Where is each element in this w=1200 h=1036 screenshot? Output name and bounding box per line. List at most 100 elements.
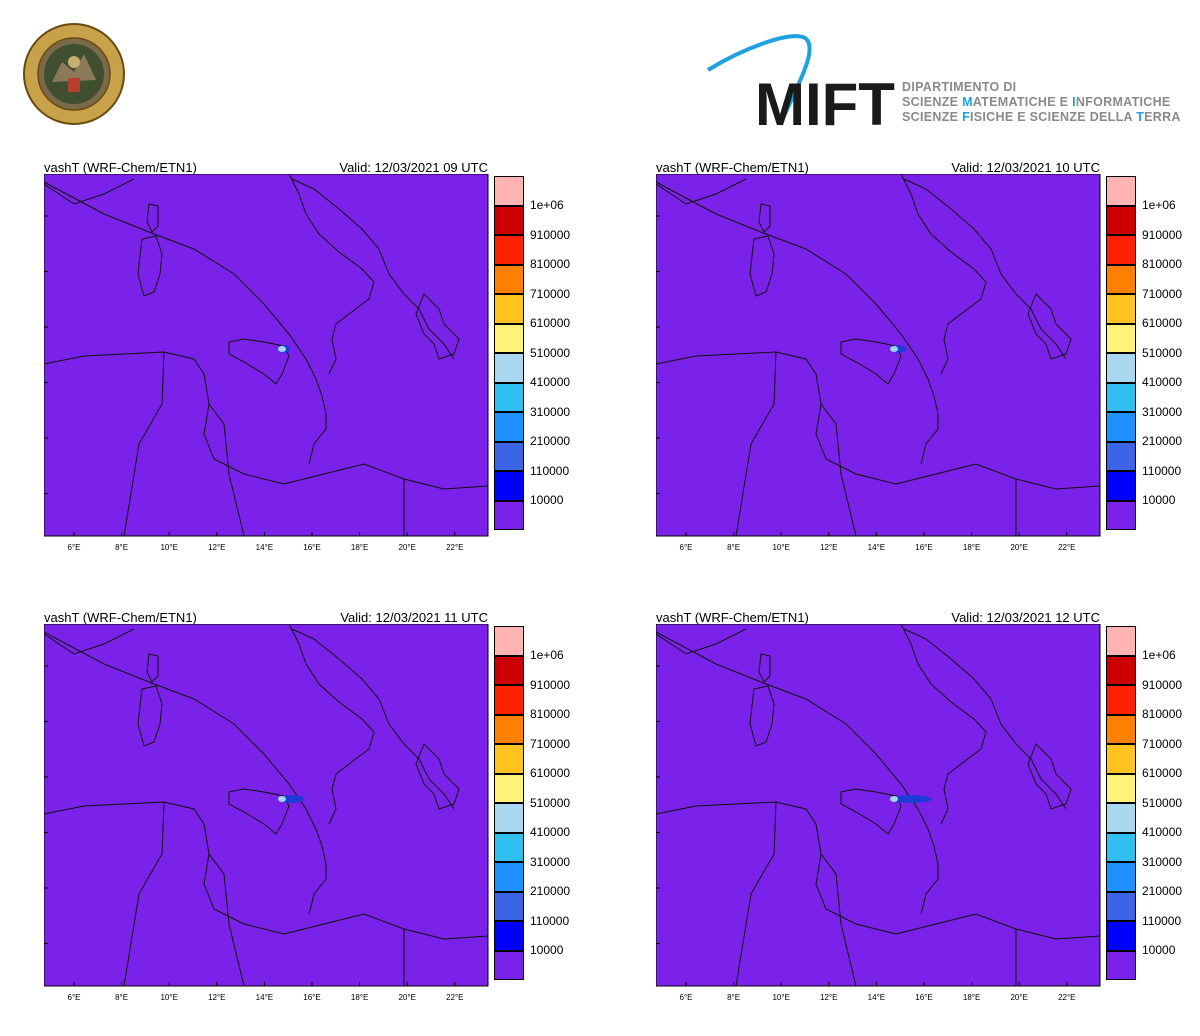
colorbar-swatch xyxy=(1106,773,1136,803)
coastline-path xyxy=(44,351,489,490)
coastline-path xyxy=(123,351,165,537)
lon-tick-label: 22°E xyxy=(1058,543,1075,552)
colorbar-label: 410000 xyxy=(530,375,571,389)
lon-tick-label: 6°E xyxy=(680,993,693,1002)
coastline-path xyxy=(820,853,857,987)
colorbar-label: 410000 xyxy=(1142,375,1183,389)
colorbar-label: 910000 xyxy=(1142,677,1183,692)
coastline-path xyxy=(656,801,1101,940)
colorbar-label: 1e+06 xyxy=(1142,648,1176,662)
colorbar-label: 810000 xyxy=(1142,707,1183,721)
colorbar-label: 510000 xyxy=(530,795,571,810)
coastline-path xyxy=(656,351,1101,490)
colorbar-swatch xyxy=(1106,803,1136,833)
colorbar-label: 710000 xyxy=(1142,736,1183,751)
colorbar-swatch xyxy=(494,626,524,656)
colorbar-label: 510000 xyxy=(1142,795,1183,810)
coastline-path xyxy=(137,685,163,747)
colorbar-label: 710000 xyxy=(1142,286,1183,301)
lon-tick-label: 8°E xyxy=(115,993,128,1002)
coastline-path xyxy=(1027,743,1072,810)
colorbar-label: 610000 xyxy=(1142,316,1183,330)
colorbar-label: 510000 xyxy=(530,345,571,360)
lon-tick-label: 20°E xyxy=(1010,993,1027,1002)
lon-tick-label: 12°E xyxy=(208,993,225,1002)
colorbar-label: 110000 xyxy=(530,463,570,478)
lon-tick-label: 16°E xyxy=(915,993,932,1002)
colorbar-label: 1e+06 xyxy=(530,648,564,662)
lon-tick-label: 6°E xyxy=(68,993,81,1002)
coastline-path xyxy=(749,685,775,747)
lon-tick-label: 10°E xyxy=(160,543,177,552)
colorbar-swatch xyxy=(494,500,524,530)
coastline-path xyxy=(758,653,771,683)
coastline-path xyxy=(656,628,747,655)
coastline-path xyxy=(415,293,460,360)
colorbar-label: 310000 xyxy=(1142,404,1183,419)
mift-line-1: DIPARTIMENTO DI xyxy=(902,80,1017,94)
colorbar-swatch xyxy=(1106,626,1136,656)
colorbar-swatch xyxy=(494,412,524,442)
lon-tick-label: 18°E xyxy=(351,543,368,552)
coastline-path xyxy=(44,178,135,205)
panel-valid-time: Valid: 12/03/2021 12 UTC xyxy=(951,610,1100,625)
lon-tick-label: 16°E xyxy=(303,993,320,1002)
colorbar-label: 10000 xyxy=(1142,493,1176,507)
colorbar-label: 110000 xyxy=(1142,913,1182,928)
lon-tick-label: 12°E xyxy=(820,543,837,552)
colorbar-swatch xyxy=(494,382,524,412)
colorbar-label: 1e+06 xyxy=(1142,198,1176,212)
colorbar-swatch xyxy=(1106,294,1136,324)
lon-tick-label: 22°E xyxy=(446,993,463,1002)
colorbar-swatch xyxy=(494,235,524,265)
colorbar-label: 1e+06 xyxy=(530,198,564,212)
colorbar-swatch xyxy=(494,655,524,685)
colorbar-label: 610000 xyxy=(530,766,571,780)
map-panel-10-utc: vashT (WRF-Chem/ETN1) Valid: 12/03/2021 1… xyxy=(656,160,1200,580)
lon-tick-label: 14°E xyxy=(868,993,885,1002)
lon-tick-label: 8°E xyxy=(727,993,740,1002)
colorbar-label: 810000 xyxy=(1142,257,1183,271)
coastline-path xyxy=(228,788,290,835)
colorbar-swatch xyxy=(1106,862,1136,892)
colorbar-swatch xyxy=(494,891,524,921)
colorbar-label: 510000 xyxy=(1142,345,1183,360)
panel-valid-time: Valid: 12/03/2021 11 UTC xyxy=(340,610,488,625)
colorbar-swatch xyxy=(494,471,524,501)
colorbar-swatch xyxy=(1106,323,1136,353)
map-plot: 42°N40°N38°N36°N34°N32°N6°E8°E10°E12°E14… xyxy=(656,174,1101,552)
mift-wordmark: MIFT xyxy=(755,71,895,130)
panel-variable-title: vashT (WRF-Chem/ETN1) xyxy=(656,160,809,175)
panel-valid-time: Valid: 12/03/2021 10 UTC xyxy=(951,160,1100,175)
colorbar-swatch xyxy=(494,773,524,803)
colorbar-label: 410000 xyxy=(1142,825,1183,839)
map-plot: 42°N40°N38°N36°N34°N32°N6°E8°E10°E12°E14… xyxy=(656,624,1101,1002)
lon-tick-label: 22°E xyxy=(446,543,463,552)
colorbar-label: 210000 xyxy=(1142,884,1183,898)
map-plot: 42°N40°N38°N36°N34°N32°N6°E8°E10°E12°E14… xyxy=(44,624,489,1002)
colorbar-swatch xyxy=(494,744,524,774)
colorbar-swatch xyxy=(1106,176,1136,206)
colorbar-label: 810000 xyxy=(530,707,571,721)
colorbar-label: 610000 xyxy=(530,316,571,330)
colorbar-swatch xyxy=(1106,714,1136,744)
lon-tick-label: 10°E xyxy=(772,543,789,552)
coastline-path xyxy=(903,178,1067,360)
colorbar-label: 610000 xyxy=(1142,766,1183,780)
lon-tick-label: 14°E xyxy=(256,543,273,552)
coastline-path xyxy=(840,338,902,385)
colorbar-swatch xyxy=(494,921,524,951)
lon-tick-label: 8°E xyxy=(727,543,740,552)
colorbar-label: 210000 xyxy=(530,434,571,448)
coastline-path xyxy=(758,203,771,233)
colorbar-label: 110000 xyxy=(530,913,570,928)
colorbar-swatch xyxy=(494,441,524,471)
lon-tick-label: 18°E xyxy=(963,993,980,1002)
colorbar-label: 10000 xyxy=(530,493,564,507)
map-field-area xyxy=(656,624,1101,987)
coastline-path xyxy=(656,181,939,465)
colorbar-label: 110000 xyxy=(1142,463,1182,478)
coastline-path xyxy=(903,628,1067,810)
colorbar-label: 710000 xyxy=(530,736,571,751)
colorbar-swatch xyxy=(494,323,524,353)
